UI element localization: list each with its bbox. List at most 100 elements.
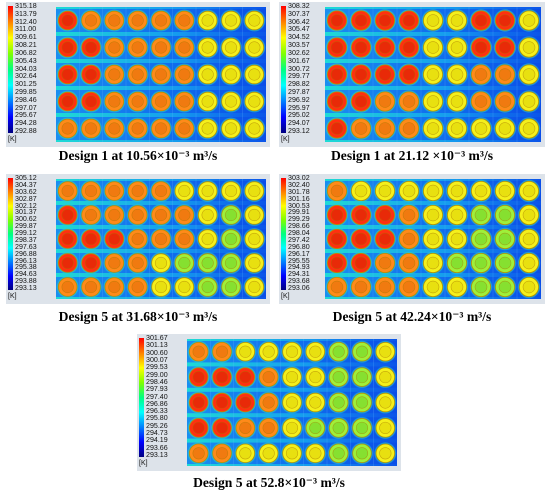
legend-tick-label: 295.55	[288, 256, 310, 265]
panel-caption: Design 5 at 42.24×10⁻³ m³/s	[332, 309, 492, 324]
legend-tick-label: 307.37	[288, 9, 310, 18]
battery-cell-core	[426, 208, 440, 222]
contour-plot	[325, 179, 541, 299]
legend-tick-label: 296.80	[288, 242, 310, 251]
battery-cell-core	[131, 232, 144, 246]
battery-cell-core	[330, 256, 344, 270]
battery-cell-core	[378, 41, 392, 54]
battery-cell-core	[84, 280, 98, 294]
battery-cell-core	[474, 232, 488, 246]
battery-cell-core	[131, 122, 144, 135]
battery-cell-core	[402, 232, 416, 246]
battery-cell-core	[84, 184, 98, 198]
battery-cell-core	[402, 68, 416, 81]
battery-cell-core	[215, 447, 229, 460]
battery-cell-core	[248, 95, 261, 108]
battery-cell-core	[84, 95, 98, 108]
legend-tick-label: 299.87	[15, 222, 37, 231]
battery-cell-core	[355, 447, 369, 460]
legend-unit-label: [K]	[8, 293, 17, 300]
contour-plot	[325, 7, 541, 142]
battery-cell-core	[192, 447, 205, 460]
legend-tick-label: 293.68	[288, 277, 310, 286]
legend-tick-label: 312.40	[15, 17, 37, 26]
battery-cell-core	[498, 232, 512, 246]
legend-tick-label: 293.66	[146, 443, 168, 452]
battery-cell-core	[474, 280, 488, 294]
battery-cell-core	[239, 447, 252, 460]
battery-cell-core	[178, 232, 191, 246]
battery-cell-core	[402, 14, 416, 27]
battery-cell-core	[522, 232, 536, 246]
battery-cell-core	[201, 95, 214, 108]
battery-cell-core	[239, 396, 252, 409]
legend-tick-label: 300.62	[15, 215, 37, 224]
battery-cell-core	[402, 41, 416, 54]
flow-streak	[325, 113, 541, 117]
legend-tick-label: 301.67	[288, 56, 310, 65]
flow-streak	[56, 7, 266, 9]
contour-plot	[187, 339, 397, 466]
legend-tick-label: 296.17	[288, 249, 310, 258]
legend-tick-label: 302.64	[15, 72, 37, 81]
legend-tick-label: 298.82	[288, 80, 310, 89]
battery-cell-core	[450, 68, 464, 81]
battery-cell-core	[354, 68, 368, 81]
legend-tick-label: 294.28	[15, 119, 37, 128]
legend-tick-label: 295.26	[146, 421, 168, 430]
battery-cell-core	[108, 232, 121, 246]
battery-cell-core	[354, 232, 368, 246]
battery-cell-core	[192, 371, 205, 384]
legend-tick-label: 297.93	[146, 385, 168, 394]
battery-cell-core	[330, 14, 344, 27]
battery-cell-core	[330, 184, 344, 198]
flow-streak	[56, 86, 266, 90]
battery-cell-core	[154, 41, 168, 54]
battery-cell-core	[61, 232, 74, 246]
battery-cell-core	[378, 232, 392, 246]
battery-cell-core	[474, 184, 488, 198]
battery-cell-core	[330, 208, 344, 222]
battery-cell-core	[84, 208, 98, 222]
battery-cell-core	[108, 14, 121, 27]
legend-unit-label: [K]	[281, 293, 290, 300]
temperature-field	[325, 179, 541, 299]
contour-panel: 305.12 304.37 303.62 302.87 302.12 301.37 300.…	[6, 174, 270, 304]
battery-cell-core	[224, 184, 238, 198]
legend-tick-label: 294.63	[15, 270, 37, 279]
battery-cell-core	[248, 184, 261, 198]
legend-tick-label: 296.13	[15, 256, 37, 265]
battery-cell-core	[224, 68, 238, 81]
battery-cell-core	[378, 14, 392, 27]
legend-tick-label: 298.37	[15, 235, 37, 244]
battery-cell-core	[379, 396, 392, 409]
legend-tick-label: 302.62	[288, 48, 310, 57]
color-bar	[139, 338, 144, 457]
legend-tick-label: 295.67	[15, 111, 37, 120]
battery-cell-core	[61, 280, 74, 294]
legend-unit-label: [K]	[281, 136, 290, 143]
battery-cell-core	[309, 371, 322, 384]
legend-tick-label: 294.73	[146, 429, 168, 438]
legend-tick-label: 296.92	[288, 95, 310, 104]
battery-cell-core	[379, 371, 392, 384]
legend-tick-label: 293.13	[15, 284, 37, 292]
legend-tick-label: 293.13	[146, 451, 168, 459]
legend-tick-label: 299.77	[288, 72, 310, 81]
contour-panel: 308.32 307.37 306.42 305.47 304.52 303.57 302.…	[279, 2, 545, 147]
battery-cell-core	[426, 95, 440, 108]
flow-streak	[56, 225, 266, 229]
legend-tick-label: 294.31	[288, 270, 310, 279]
legend-tick-label: 297.07	[15, 103, 37, 112]
battery-cell-core	[201, 232, 214, 246]
legend-tick-label: 299.53	[146, 363, 168, 372]
battery-cell-core	[248, 256, 261, 270]
battery-cell-core	[330, 232, 344, 246]
battery-cell-core	[354, 184, 368, 198]
battery-cell-core	[498, 208, 512, 222]
color-bar	[281, 178, 286, 290]
battery-cell-core	[108, 122, 121, 135]
battery-cell-core	[192, 396, 205, 409]
panel-caption: Design 1 at 21.12 ×10⁻³ m³/s	[330, 148, 494, 163]
battery-cell-core	[192, 345, 205, 358]
